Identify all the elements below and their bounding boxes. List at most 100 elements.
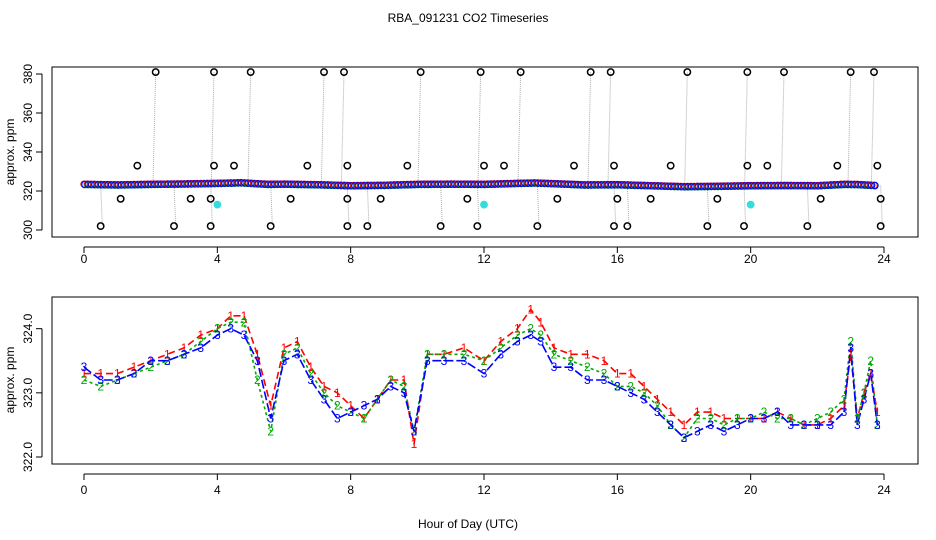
series-2-marker: 2 xyxy=(441,347,448,361)
cyan-point xyxy=(213,200,222,209)
outlier-point xyxy=(266,222,275,231)
outlier-point xyxy=(606,68,615,77)
spike-trace xyxy=(806,185,810,227)
series-1-marker: 1 xyxy=(867,367,874,381)
series-1-marker: 1 xyxy=(761,412,768,426)
spike-trace xyxy=(340,72,345,186)
outlier-point xyxy=(376,194,385,203)
series-3-marker: 3 xyxy=(854,418,861,432)
series-3-marker: 3 xyxy=(401,386,408,400)
x-tick-label: 0 xyxy=(81,483,88,497)
series-1-marker: 1 xyxy=(721,412,728,426)
series-2-marker: 2 xyxy=(681,431,688,445)
series-3-marker: 3 xyxy=(537,335,544,349)
spike-trace xyxy=(536,182,540,227)
series-2-marker: 2 xyxy=(514,328,521,342)
series-1-marker: 1 xyxy=(281,341,288,355)
series-2-marker: 2 xyxy=(694,412,701,426)
series-1-marker: 1 xyxy=(181,341,188,355)
outlier-point xyxy=(876,222,885,231)
series-1-marker: 1 xyxy=(461,341,468,355)
cyan-point xyxy=(746,200,755,209)
series-2-marker: 2 xyxy=(497,341,504,355)
outlier-point xyxy=(846,68,855,77)
series-2-marker: 2 xyxy=(861,386,868,400)
spike-trace xyxy=(210,72,215,184)
series-1-marker: 1 xyxy=(387,373,394,387)
x-tick-label: 0 xyxy=(81,252,88,266)
series-2-marker: 2 xyxy=(254,373,261,387)
series-2-marker: 2 xyxy=(164,354,171,368)
x-tick-label: 8 xyxy=(347,483,354,497)
series-1-marker: 1 xyxy=(497,335,504,349)
x-tick-label: 16 xyxy=(611,483,625,497)
outlier-point xyxy=(533,222,542,231)
series-1-marker: 1 xyxy=(747,412,754,426)
series-1-marker: 1 xyxy=(551,341,558,355)
series-2-marker: 2 xyxy=(734,412,741,426)
outlier-point xyxy=(873,161,882,170)
bottom-plot-frame xyxy=(51,296,919,465)
outlier-point xyxy=(403,161,412,170)
series-2-marker: 2 xyxy=(787,412,794,426)
series-1-marker: 1 xyxy=(874,405,881,419)
series-2-marker: 2 xyxy=(551,347,558,361)
outlier-point xyxy=(463,194,472,203)
series-2-marker: 2 xyxy=(387,373,394,387)
series-3-marker: 3 xyxy=(787,418,794,432)
series-2-marker: 2 xyxy=(801,418,808,432)
series-1-marker: 1 xyxy=(164,347,171,361)
series-2-marker: 2 xyxy=(227,315,234,329)
outlier-point xyxy=(713,194,722,203)
series-1-marker: 1 xyxy=(681,418,688,432)
series-3-marker: 3 xyxy=(97,373,104,387)
outlier-point xyxy=(363,222,372,231)
outlier-point xyxy=(473,222,482,231)
series-2-marker: 2 xyxy=(424,347,431,361)
spike-trace xyxy=(880,185,883,227)
outlier-point xyxy=(623,222,632,231)
y-tick-label: 320 xyxy=(21,181,35,201)
series-1-marker: 1 xyxy=(424,347,431,361)
series-1-marker: 1 xyxy=(641,379,648,393)
series-3-marker: 3 xyxy=(441,354,448,368)
series-1-marker: 1 xyxy=(627,367,634,381)
top-y-axis: 300 320 340 360 380 xyxy=(21,64,43,240)
series-3-marker: 3 xyxy=(461,354,468,368)
series-2-marker: 2 xyxy=(847,335,854,349)
outlier-point xyxy=(480,161,488,170)
series-2-marker: 2 xyxy=(614,379,621,393)
series-2-marker: 2 xyxy=(761,405,768,419)
outlier-point xyxy=(740,222,748,231)
outlier-point xyxy=(666,161,675,170)
series-3-marker: 3 xyxy=(721,424,728,438)
series-3-marker: 3 xyxy=(481,367,488,381)
series-2-marker: 2 xyxy=(147,360,154,374)
series-1-marker: 1 xyxy=(334,386,341,400)
series-2-marker: 2 xyxy=(874,418,881,432)
series-3-marker: 3 xyxy=(307,373,314,387)
series-1-marker: 1 xyxy=(441,347,448,361)
series-2-marker: 2 xyxy=(114,373,121,387)
outlier-point xyxy=(570,161,578,170)
series-1-marker: 1 xyxy=(294,335,301,349)
outlier-point xyxy=(151,68,160,77)
series-1-marker: 1 xyxy=(847,347,854,361)
series-2-marker: 2 xyxy=(347,405,354,419)
top-panel: 0 4 8 12 16 20 24 300 320 340 360 380 approx. ppm xyxy=(3,64,919,266)
outlier-point xyxy=(500,161,508,170)
series-2-marker: 2 xyxy=(867,354,874,368)
spike-trace xyxy=(346,185,350,227)
series-1-marker: 1 xyxy=(841,399,848,413)
x-tick-label: 12 xyxy=(477,483,491,497)
series-1-marker: 1 xyxy=(197,328,204,342)
series-3-marker: 3 xyxy=(681,431,688,445)
outlier-point xyxy=(246,68,255,77)
series-3-marker: 3 xyxy=(267,412,274,426)
outlier-point xyxy=(586,68,595,77)
series-1-marker: 1 xyxy=(814,418,821,432)
series-3-marker: 3 xyxy=(601,373,608,387)
spike-trace xyxy=(744,72,748,186)
